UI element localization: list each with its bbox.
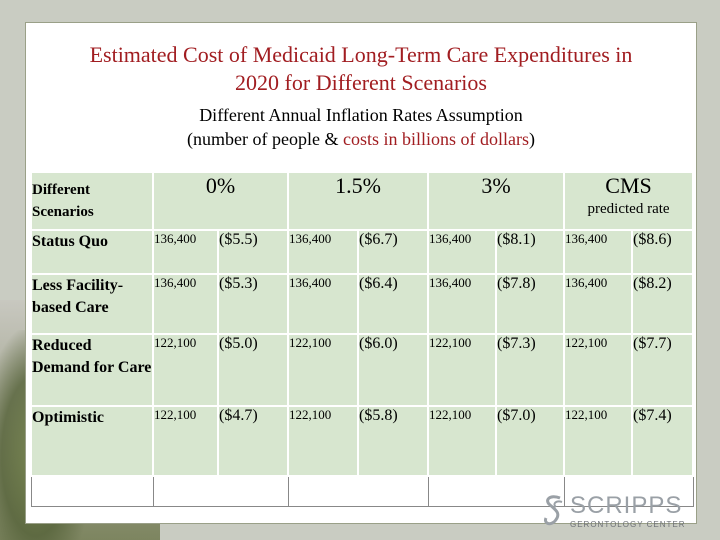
table-row: Optimistic 122,100 ($4.7) 122,100 ($5.8)… — [30, 405, 695, 477]
cost-cell: ($8.1) — [495, 229, 566, 275]
table-row: Less Facility-based Care 136,400 ($5.3) … — [30, 273, 695, 335]
people-cell: 122,100 — [563, 333, 634, 407]
header-rate-0: 0% — [151, 171, 290, 231]
cost-cell: ($6.0) — [357, 333, 430, 407]
people-cell: 136,400 — [427, 273, 498, 335]
row-label: Status Quo — [30, 229, 154, 275]
slide-title: Estimated Cost of Medicaid Long-Term Car… — [26, 41, 696, 97]
scripps-logo-icon — [544, 495, 563, 526]
cost-cell: ($7.0) — [495, 405, 566, 477]
cost-cell: ($6.7) — [357, 229, 430, 275]
people-cell: 136,400 — [563, 229, 634, 275]
cost-cell: ($7.4) — [631, 405, 695, 477]
people-cell: 136,400 — [152, 273, 219, 335]
cms-label: CMS — [605, 173, 652, 198]
header-rate-cms: CMS predicted rate — [563, 171, 695, 231]
cost-cell: ($5.3) — [216, 273, 290, 335]
people-cell: 122,100 — [152, 333, 219, 407]
subtitle-red: costs in billions of dollars — [342, 129, 529, 149]
subtitle-line-2: (number of people & costs in billions of… — [26, 127, 696, 151]
people-cell: 136,400 — [152, 229, 219, 275]
cost-cell: ($5.0) — [216, 333, 290, 407]
subtitle-line-1: Different Annual Inflation Rates Assumpt… — [199, 105, 523, 125]
title-line-1: Estimated Cost of Medicaid Long-Term Car… — [89, 42, 633, 67]
logo-name: SCRIPPS — [570, 492, 683, 519]
empty-cell — [563, 475, 694, 507]
cost-cell: ($5.8) — [357, 405, 430, 477]
subtitle-prefix: (number of people & — [187, 129, 343, 149]
table-row: Reduced Demand for Care 122,100 ($5.0) 1… — [30, 333, 695, 407]
header-scenarios: Different Scenarios — [30, 171, 154, 231]
people-cell: 122,100 — [287, 405, 360, 477]
header-row: Different Scenarios 0% 1.5% 3% CMS predic… — [30, 171, 695, 231]
cost-cell: ($5.5) — [216, 229, 290, 275]
empty-cell — [427, 475, 565, 507]
people-cell: 122,100 — [152, 405, 219, 477]
row-label: Optimistic — [30, 405, 154, 477]
cost-cell: ($4.7) — [216, 405, 290, 477]
cost-cell: ($7.3) — [495, 333, 566, 407]
subtitle-suffix: ) — [528, 129, 535, 149]
table-row: Status Quo 136,400 ($5.5) 136,400 ($6.7)… — [30, 229, 695, 275]
empty-cell — [287, 475, 429, 507]
title-line-2: 2020 for Different Scenarios — [235, 70, 487, 95]
empty-cell — [152, 475, 289, 507]
cost-cell: ($8.2) — [631, 273, 695, 335]
cost-table: Different Scenarios 0% 1.5% 3% CMS predic… — [30, 171, 695, 507]
cost-cell: ($8.6) — [631, 229, 695, 275]
slide-subtitle: Different Annual Inflation Rates Assumpt… — [26, 103, 696, 151]
people-cell: 122,100 — [563, 405, 634, 477]
empty-cell — [30, 475, 154, 507]
slide: Estimated Cost of Medicaid Long-Term Car… — [25, 22, 697, 524]
cms-sublabel: predicted rate — [587, 201, 670, 217]
logo-subtitle: GERONTOLOGY CENTER — [570, 520, 686, 529]
people-cell: 136,400 — [287, 273, 360, 335]
header-rate-1: 1.5% — [287, 171, 430, 231]
people-cell: 122,100 — [287, 333, 360, 407]
cost-cell: ($6.4) — [357, 273, 430, 335]
row-label: Less Facility-based Care — [30, 273, 154, 335]
scripps-logo: SCRIPPS GERONTOLOGY CENTER — [540, 492, 700, 532]
cost-cell: ($7.7) — [631, 333, 695, 407]
people-cell: 122,100 — [427, 333, 498, 407]
people-cell: 136,400 — [427, 229, 498, 275]
people-cell: 136,400 — [563, 273, 634, 335]
empty-row — [30, 475, 694, 507]
row-label: Reduced Demand for Care — [30, 333, 154, 407]
header-rate-2: 3% — [427, 171, 566, 231]
people-cell: 122,100 — [427, 405, 498, 477]
people-cell: 136,400 — [287, 229, 360, 275]
cost-cell: ($7.8) — [495, 273, 566, 335]
